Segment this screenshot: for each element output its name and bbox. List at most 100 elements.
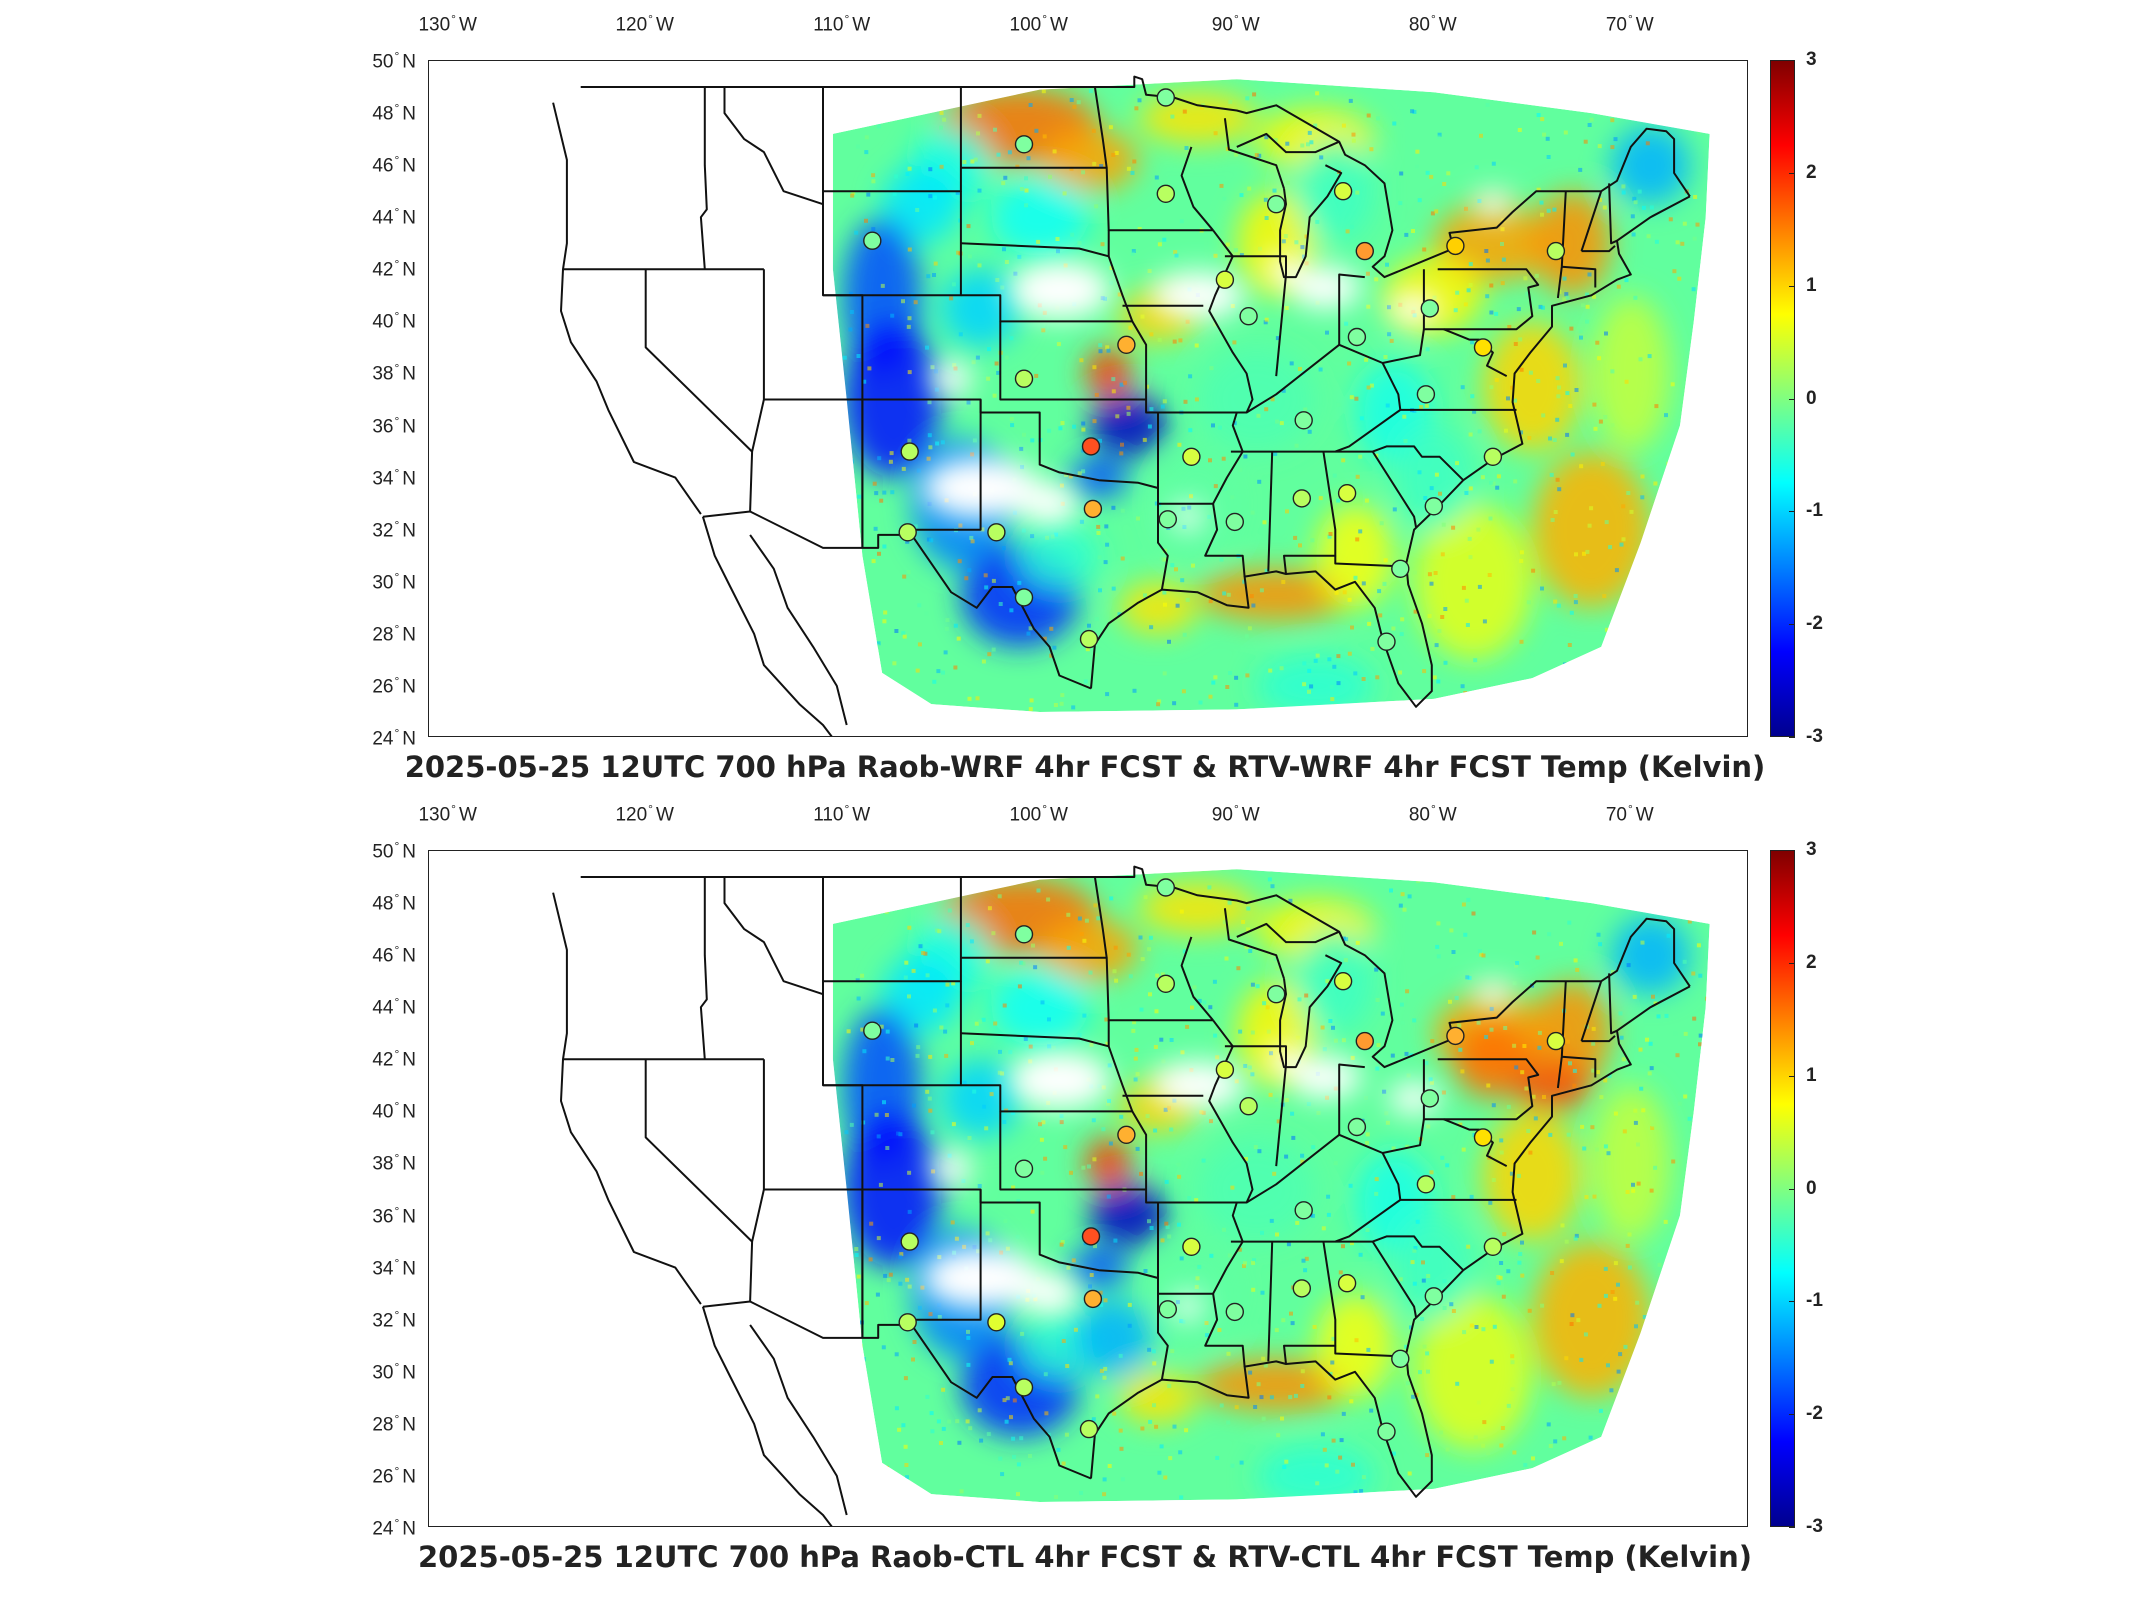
map-plot-area (428, 60, 1748, 737)
station-marker (1215, 270, 1235, 289)
lat-tick-label: 48° N (372, 891, 416, 915)
lat-tick-label: 46° N (372, 153, 416, 177)
station-marker (1081, 437, 1101, 456)
border-line (1580, 980, 1603, 1042)
station-marker (1473, 1128, 1493, 1147)
panel-title: 2025-05-25 12UTC 700 hPa Raob-CTL 4hr FC… (417, 1540, 1752, 1574)
station-marker (1083, 499, 1103, 519)
colorbar-tick-label: 2 (1806, 951, 1817, 973)
raob-stations (863, 88, 1566, 651)
anomaly-blob (1118, 1371, 1198, 1424)
border-line (1093, 876, 1108, 958)
anomaly-blob (1138, 92, 1257, 145)
anomaly-blob (1138, 882, 1257, 935)
station-marker (1158, 1300, 1177, 1319)
lat-tick-label: 26° N (372, 673, 416, 698)
anomaly-blob (1069, 1246, 1129, 1289)
border-line (1157, 1278, 1169, 1380)
station-marker (1292, 489, 1311, 508)
station-marker (1416, 385, 1436, 404)
border-line (1338, 1063, 1365, 1135)
border-line (909, 399, 982, 531)
station-marker (1420, 299, 1439, 318)
no-data-region (931, 1150, 971, 1187)
colorbar-tick-mark (1789, 1527, 1795, 1528)
lat-tick-label: 40° N (372, 309, 416, 333)
lon-tick-label: 100° W (1009, 12, 1068, 36)
anomaly-blob (1483, 1111, 1582, 1242)
anomaly-field (832, 869, 1710, 1502)
raob-stations (863, 878, 1566, 1441)
anomaly-blob (1118, 581, 1198, 634)
lat-tick-label: 42° N (372, 1047, 416, 1071)
colorbar-tick-mark (1789, 850, 1795, 851)
border-line (552, 892, 702, 1305)
lat-tick-label: 40° N (372, 1099, 416, 1123)
border-line (1279, 954, 1343, 1069)
station-marker (1355, 1031, 1374, 1051)
anomaly-blob (1069, 456, 1129, 499)
anomaly-blob (941, 269, 1021, 348)
lon-tick-label: 80° W (1408, 12, 1457, 36)
station-marker (900, 1232, 919, 1251)
station-marker (1117, 1125, 1136, 1144)
lon-tick-label: 110° W (813, 802, 871, 826)
anomaly-blob (990, 178, 1089, 257)
anomaly-blob (1394, 1215, 1474, 1320)
anomaly-blob (1256, 654, 1375, 712)
border-line (1382, 329, 1425, 364)
anomaly-blob (1073, 1298, 1153, 1377)
colorbar-tick-mark (1789, 1414, 1795, 1416)
border-line (1093, 86, 1108, 168)
border-line (1335, 445, 1465, 481)
anomaly-blob (1039, 918, 1139, 982)
station-marker (1391, 1349, 1410, 1368)
anomaly-blob (1384, 256, 1484, 335)
border-line (1581, 245, 1616, 253)
border-line (1405, 985, 1691, 1354)
lon-tick-label: 110° W (813, 12, 871, 36)
anomaly-blob (882, 955, 961, 1034)
anomaly-blob (1483, 321, 1582, 452)
colorbar-tick-mark (1789, 511, 1795, 513)
station-marker (1156, 184, 1175, 204)
border-line (723, 877, 824, 996)
border-line (702, 1300, 1092, 1480)
border-line (644, 269, 753, 453)
border-line (1335, 1235, 1465, 1271)
station-marker (1014, 1378, 1034, 1397)
border-line (1224, 255, 1287, 275)
station-marker (1079, 1419, 1099, 1439)
lon-tick-label: 70° W (1605, 802, 1654, 826)
lon-tick-label: 120° W (615, 12, 674, 36)
border-line (699, 877, 708, 1060)
colorbar-tick-label: -1 (1806, 1290, 1823, 1312)
lat-tick-label: 48° N (372, 101, 416, 125)
station-marker (863, 231, 882, 250)
no-data-region (1473, 981, 1513, 1008)
station-marker (1239, 306, 1258, 326)
map-canvas (552, 75, 1710, 736)
border-line (960, 242, 1134, 323)
border-line (1267, 451, 1274, 572)
anomaly-blob (1394, 425, 1474, 530)
border-line (699, 87, 708, 270)
border-line (749, 1324, 848, 1516)
lat-tick-label: 34° N (372, 1255, 416, 1279)
lat-tick-label: 32° N (372, 1307, 416, 1332)
border-line (1608, 183, 1618, 245)
border-line (1224, 1045, 1287, 1065)
colorbar-tick-mark (1789, 962, 1795, 964)
no-data-region (1289, 266, 1361, 309)
border-line (1230, 408, 1517, 453)
station-marker (1424, 497, 1443, 516)
border-line (1275, 274, 1287, 377)
border-line (1371, 451, 1417, 528)
lat-tick-label: 36° N (372, 1203, 416, 1227)
station-marker (1156, 88, 1175, 107)
border-line (1405, 195, 1691, 564)
station-marker (1117, 335, 1136, 354)
station-marker (1483, 447, 1503, 466)
anomaly-blob (882, 165, 961, 244)
station-marker (1337, 484, 1357, 503)
